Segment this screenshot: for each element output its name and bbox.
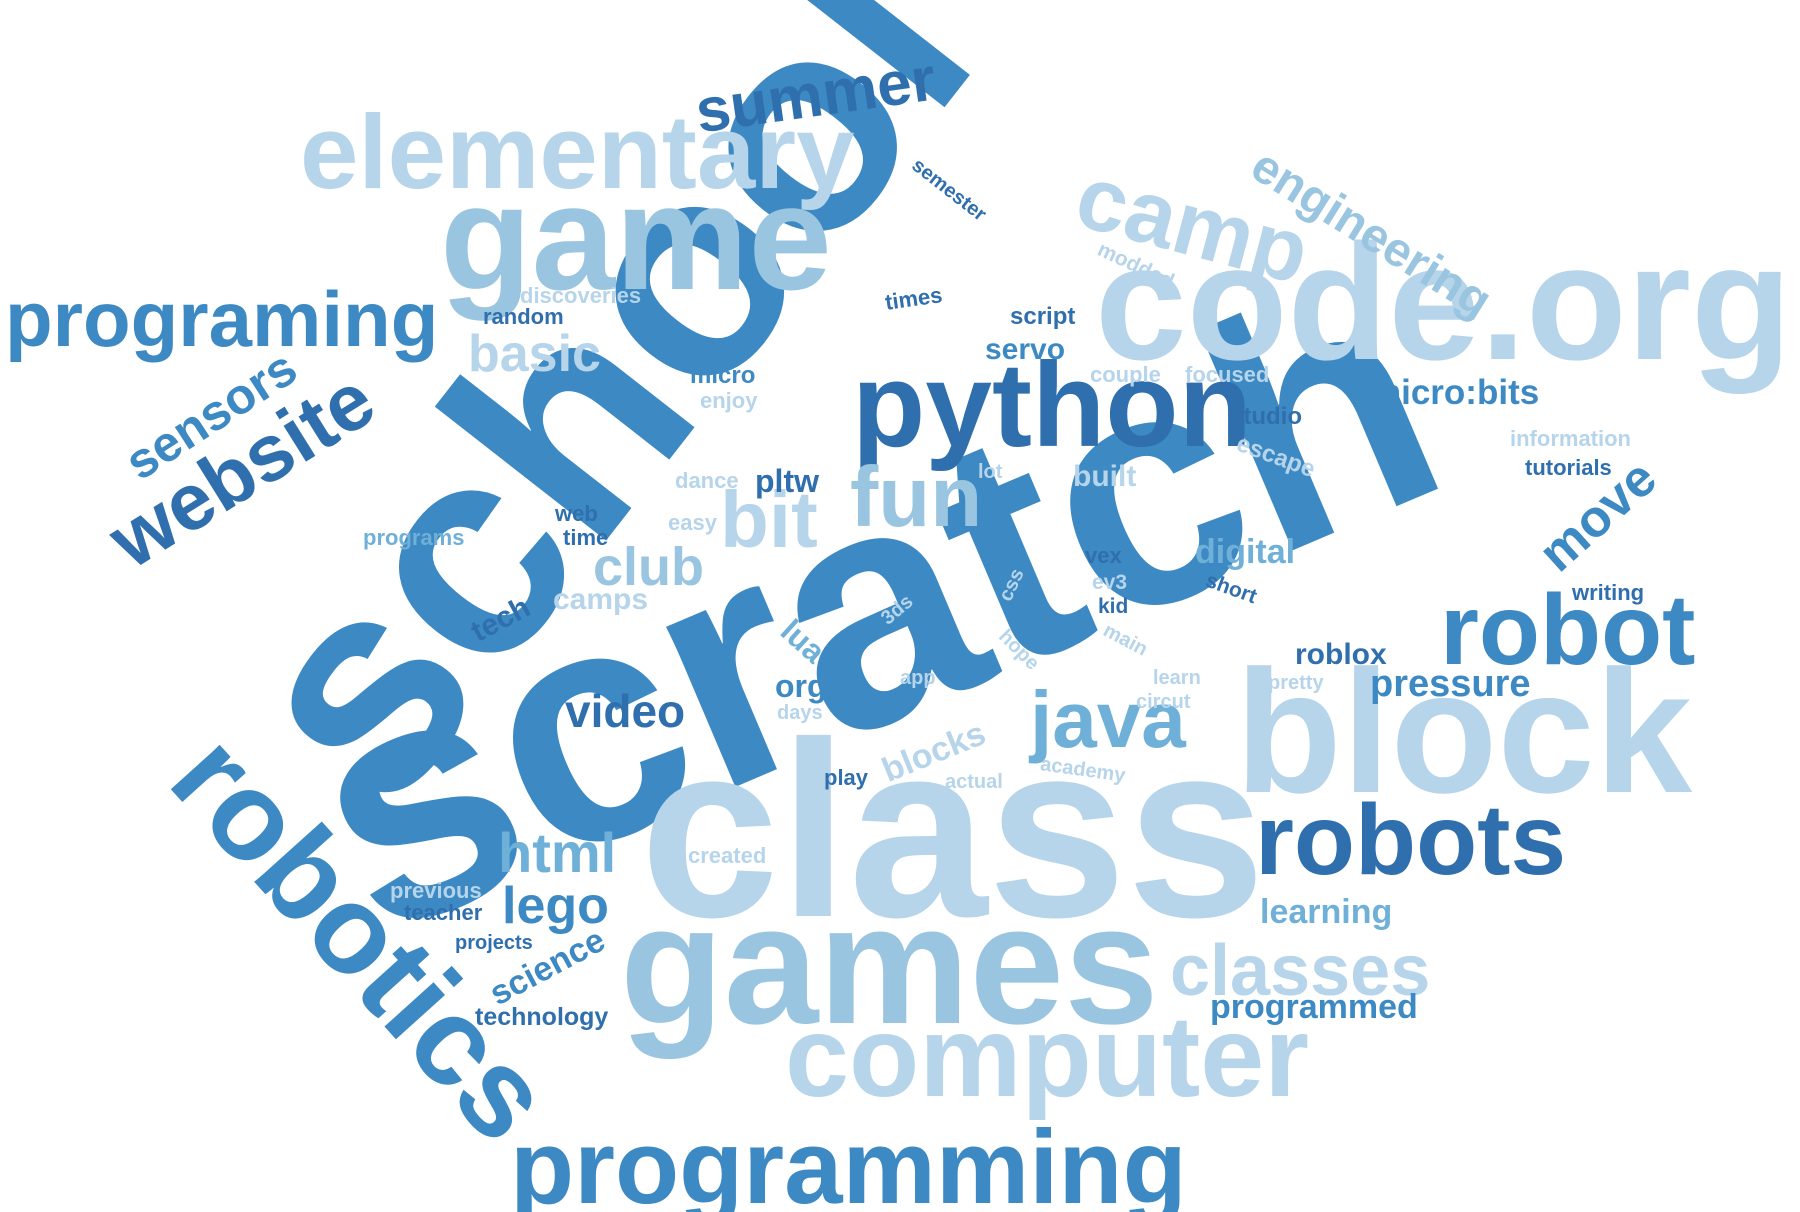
word-micro: micro xyxy=(690,362,756,389)
word-learning: learning xyxy=(1260,893,1393,931)
word-elementary: elementary xyxy=(300,94,855,211)
word-computer: computer xyxy=(785,993,1309,1121)
word-ev3: ev3 xyxy=(1092,571,1128,594)
word-micro-bits: micro:bits xyxy=(1370,373,1540,412)
word-html: html xyxy=(498,821,617,884)
word-play: play xyxy=(824,765,869,790)
word-projects: projects xyxy=(455,932,533,954)
word-class: class xyxy=(640,690,1266,969)
word-enjoy: enjoy xyxy=(700,388,758,413)
word-programing: programing xyxy=(5,275,439,363)
word-pressure: pressure xyxy=(1370,663,1531,705)
word-basic: basic xyxy=(468,325,601,383)
word-org: org xyxy=(775,668,827,704)
word-vex: vex xyxy=(1085,543,1122,568)
word-servo: servo xyxy=(985,333,1066,366)
word-script: script xyxy=(1010,303,1076,330)
word-times: times xyxy=(883,282,944,315)
word-pltw: pltw xyxy=(755,463,819,499)
word-built: built xyxy=(1073,460,1137,493)
word-tutorials: tutorials xyxy=(1525,455,1612,480)
word-couple: couple xyxy=(1090,362,1161,387)
word-focused: focused xyxy=(1185,362,1270,387)
word-programs: programs xyxy=(363,525,465,550)
word-programmed: programmed xyxy=(1210,988,1418,1026)
word-robot: robot xyxy=(1440,574,1696,686)
word-random: random xyxy=(483,304,564,329)
word-time: time xyxy=(563,525,609,550)
word-java: java xyxy=(1030,675,1186,764)
word-programming: programming xyxy=(510,1109,1187,1212)
word-club: club xyxy=(593,537,705,597)
word-pretty: pretty xyxy=(1268,672,1324,694)
word-technology: technology xyxy=(475,1003,609,1031)
word-lego: lego xyxy=(502,877,609,935)
word-camps: camps xyxy=(553,583,649,616)
word-lot: lot xyxy=(978,461,1003,483)
word-discoveries: discoveries xyxy=(520,283,642,308)
word-games: games xyxy=(620,870,1159,1060)
word-robots: robots xyxy=(1255,784,1567,896)
word-bit: bit xyxy=(720,475,818,564)
word-writing: writing xyxy=(1572,580,1645,605)
word-block: block xyxy=(1235,635,1693,830)
word-game: game xyxy=(440,153,832,321)
word-digital: digital xyxy=(1195,533,1296,571)
word-classes: classes xyxy=(1170,931,1431,1011)
word-learn: learn xyxy=(1153,667,1201,689)
word-easy: easy xyxy=(668,510,717,535)
word-fun: fun xyxy=(850,450,983,545)
word-dance: dance xyxy=(675,468,739,493)
word-actual: actual xyxy=(945,771,1003,793)
word-days: days xyxy=(777,702,823,724)
word-information: information xyxy=(1510,426,1631,451)
word-studio: studio xyxy=(1230,403,1302,430)
word-video: video xyxy=(565,685,686,737)
word-code-org: code.org xyxy=(1095,210,1792,394)
word-created: created xyxy=(688,843,767,868)
word-teacher: teacher xyxy=(404,900,483,925)
word-circut: circut xyxy=(1136,691,1191,713)
word-python: python xyxy=(852,338,1252,472)
word-previous: previous xyxy=(390,878,482,903)
word-kid: kid xyxy=(1098,595,1129,618)
word-web: web xyxy=(555,501,598,526)
word-app: app xyxy=(900,667,936,689)
word-roblox: roblox xyxy=(1295,638,1387,671)
